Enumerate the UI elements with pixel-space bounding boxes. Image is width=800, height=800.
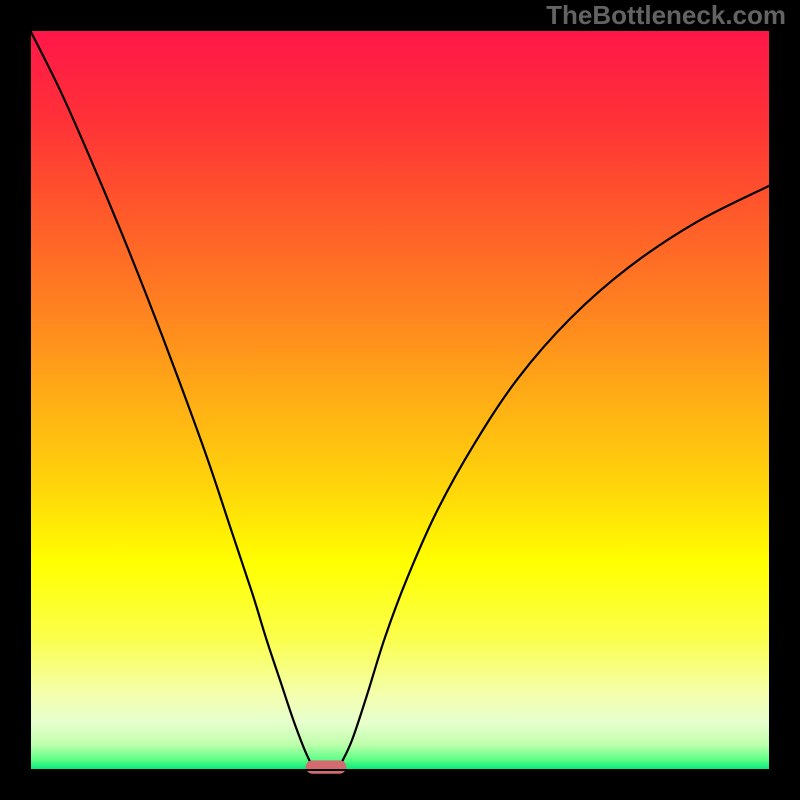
watermark-text: TheBottleneck.com: [546, 0, 786, 30]
bottleneck-marker: [306, 760, 347, 773]
bottleneck-chart: TheBottleneck.com: [0, 0, 800, 800]
chart-plot-area: [30, 30, 770, 770]
